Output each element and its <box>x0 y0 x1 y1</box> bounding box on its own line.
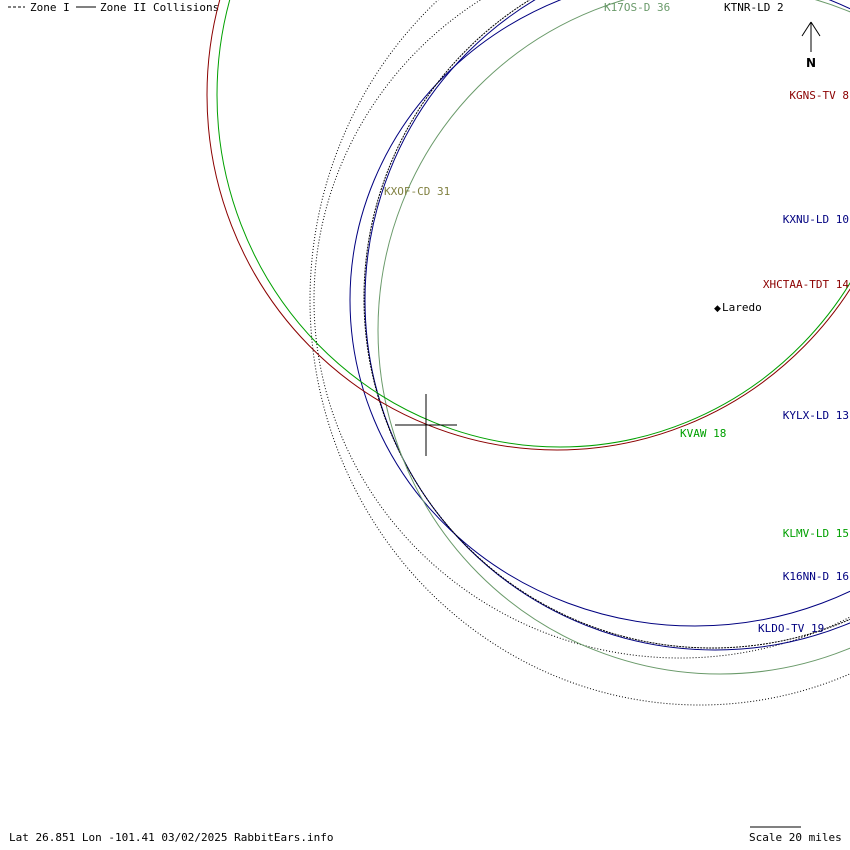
contour-k17os <box>377 0 850 675</box>
station-labels: K17OS-D 36 KTNR-LD 2 KGNS-TV 8 KXOF-CD 3… <box>384 1 849 635</box>
north-label: N <box>806 56 816 70</box>
station-label[interactable]: K16NN-D 16 <box>783 570 849 583</box>
contour-black-inner <box>363 0 850 649</box>
station-label[interactable]: KTNR-LD 2 <box>724 1 784 14</box>
station-label[interactable]: KGNS-TV 8 <box>789 89 849 102</box>
north-arrow-icon <box>801 21 821 52</box>
contour-kldo <box>364 0 850 651</box>
station-label[interactable]: KLDO-TV 19 <box>758 622 824 635</box>
city-label: Laredo <box>722 301 762 314</box>
city-marker-icon: ◆ <box>714 304 721 314</box>
footer-coords: Lat 26.851 Lon -101.41 03/02/2025 Rabbit… <box>9 831 334 844</box>
coverage-contours <box>206 0 850 706</box>
station-label[interactable]: XHCTAA-TDT 14 <box>763 278 849 291</box>
station-label[interactable]: K17OS-D 36 <box>604 1 670 14</box>
contour-kldo-dotted-outer <box>309 0 850 706</box>
station-label[interactable]: KYLX-LD 13 <box>783 409 849 422</box>
location-crosshair <box>395 394 457 456</box>
station-label[interactable]: KXNU-LD 10 <box>783 213 849 226</box>
scale-label: Scale 20 miles <box>749 831 842 844</box>
legend-zone2-label: Zone II Collisions <box>100 1 219 14</box>
legend-zone1-label: Zone I <box>30 1 70 14</box>
contour-kgns <box>206 0 850 451</box>
station-label[interactable]: KXOF-CD 31 <box>384 185 450 198</box>
station-label[interactable]: KVAW 18 <box>680 427 726 440</box>
contour-kvaw <box>216 0 850 448</box>
station-label[interactable]: KLMV-LD 15 <box>783 527 849 540</box>
contour-k16nn <box>349 0 850 627</box>
contour-dotted-mid <box>313 0 850 659</box>
